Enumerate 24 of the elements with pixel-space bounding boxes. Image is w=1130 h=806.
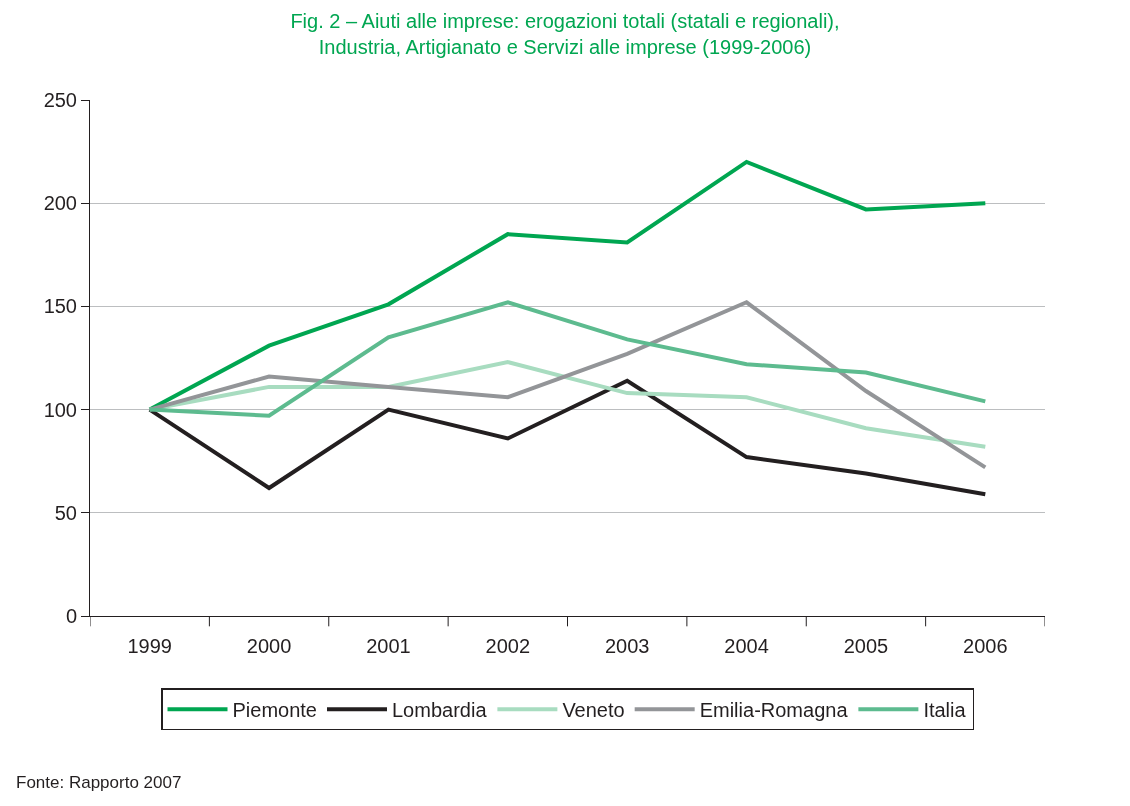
y-tick-label: 100 [43,398,77,421]
x-tick-label: 2004 [724,635,769,657]
line-series [147,378,988,497]
y-tick-label: 50 [54,501,77,524]
line-series [147,300,988,418]
x-tick-label: 2000 [246,635,292,657]
x-tick-label: 2001 [366,635,411,657]
legend-label: Piemonte [232,699,317,722]
x-tick-label: 2003 [604,635,650,657]
legend-label: Emilia-Romagna [699,699,849,722]
x-tick-label: 2002 [485,635,531,657]
y-tick-label: 150 [43,295,77,318]
x-tick-label: 2006 [963,635,1008,657]
source-note: Fonte: Rapporto 2007 [16,773,182,792]
x-tick-label: 1999 [127,635,172,657]
legend-label: Italia [923,699,967,722]
legend-label: Lombardia [392,699,488,722]
y-tick-label: 250 [43,89,77,111]
y-tick-label: 0 [65,605,77,627]
x-tick-label: 2005 [843,635,889,657]
legend-label: Veneto [562,699,625,722]
line-series [147,300,988,470]
y-tick-label: 200 [43,192,77,215]
chart-title: Fig. 2 – Aiuti alle imprese: erogazioni totali (statali e regionali), Industria, Artigianato e Servizi alle imprese (1999-2006) [290,10,840,59]
